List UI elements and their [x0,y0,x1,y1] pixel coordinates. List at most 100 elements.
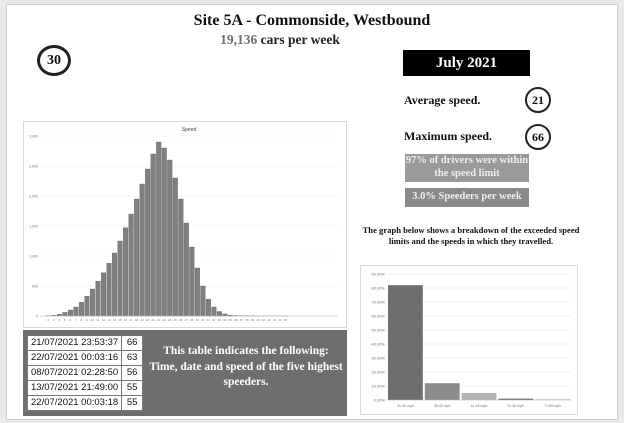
histogram-bar [216,311,222,317]
average-speed-value: 21 [525,87,551,113]
breakdown-bar [498,398,534,400]
x-tick-label: 40 [256,318,260,322]
cars-per-week: 19,136 cars per week [170,32,390,48]
x-tick-label: 4 [58,318,60,322]
x-tick-label: 41-45 mph [471,404,488,408]
x-tick-label: 11 [96,318,99,322]
histogram-bar [128,213,134,317]
speeder-speed: 66 [121,335,144,351]
x-tick-label: 31-35 mph [397,404,414,408]
x-tick-label: 71-80 mph [544,404,561,408]
histogram-bar [167,159,173,317]
x-tick-label: 25 [173,318,177,322]
page-title: Site 5A - Commonside, Westbound [193,12,431,29]
histogram-bar [161,147,167,317]
y-tick-label: 70.00% [371,300,385,305]
top-speeders-table: 21/07/2021 23:53:37 66 22/07/2021 00:03:16… [26,335,144,411]
table-row: 22/07/2021 00:03:18 55 [26,395,144,411]
table-row: 22/07/2021 00:03:16 63 [26,350,144,366]
x-tick-label: 35 [229,318,233,322]
histogram-bar [194,267,200,317]
x-tick-label: 32 [212,318,216,322]
x-tick-label: 51-60 mph [507,404,524,408]
x-tick-label: 36 [234,318,238,322]
x-tick-label: 14 [113,318,117,322]
y-tick-label: 2,000 [29,195,38,199]
histogram-bar [67,309,73,317]
speeder-datetime: 22/07/2021 00:03:16 [26,350,123,366]
cars-suffix: cars per week [257,32,340,47]
table-note: This table indicates the following: Time… [149,345,343,389]
x-tick-label: 41 [262,318,266,322]
y-tick-label: 2,500 [29,165,38,169]
histogram-bar [172,177,178,317]
x-tick-label: 44 [278,318,282,322]
maximum-speed-label: Maximum speed. [404,129,492,143]
y-tick-label: 1,000 [29,255,38,259]
histogram-bar [84,296,90,317]
histogram-bar [89,288,95,317]
x-tick-label: 6 [69,318,71,322]
histogram-bar [112,252,118,317]
histogram-bar [123,227,129,317]
y-tick-label: 30.00% [371,356,385,361]
x-tick-label: 8 [80,318,82,322]
x-tick-label: 37 [240,318,244,322]
histogram-bar [200,285,206,317]
histogram-bar [106,263,112,317]
speed-histogram-chart: Speed 0 500 1,000 1,500 2,000 2,500 3,000 2 3 4 5 6 7… [23,121,347,328]
histogram-bar [95,281,101,317]
x-tick-label: 36-40 mph [434,404,451,408]
exceeded-speed-svg: 0.00% 10.00% 20.00% 30.00% 40.00% 50.00% 60.00… [371,272,571,408]
y-tick-label: 500 [32,285,38,289]
y-tick-label: 20.00% [371,370,385,375]
speeder-datetime: 21/07/2021 23:53:37 [26,335,123,351]
speeder-datetime: 08/07/2021 02:28:50 [26,365,123,381]
x-tick-label: 31 [207,318,211,322]
histogram-bar [189,246,195,317]
x-tick-label: 33 [218,318,222,322]
x-tick-label: 34 [223,318,227,322]
y-tick-label: 60.00% [371,314,385,319]
chart-title: Speed [182,127,197,133]
y-tick-label: 90.00% [371,272,385,277]
x-tick-label: 22 [157,318,161,322]
x-tick-label: 39 [251,318,255,322]
x-tick-label: 28 [190,318,194,322]
x-tick-label: 24 [168,318,172,322]
x-tick-label: 17 [129,318,133,322]
histogram-bar [139,183,145,317]
table-row: 08/07/2021 02:28:50 56 [26,365,144,381]
histogram-bar [62,312,68,317]
histogram-bar [78,302,84,317]
speeder-speed: 63 [121,350,144,366]
histogram-bar [205,299,211,317]
histogram-bar [222,313,228,317]
x-tick-label: 42 [267,318,271,322]
x-tick-label: 30 [201,318,205,322]
x-tick-label: 3 [53,318,55,322]
histogram-bar [145,168,151,317]
y-tick-label: 50.00% [371,328,385,333]
exceeded-speed-chart: 0.00% 10.00% 20.00% 30.00% 40.00% 50.00% 60.00… [360,265,578,415]
speed-limit-sign: 30 [37,45,71,76]
cars-count: 19,136 [220,32,258,47]
histogram-bar [150,153,156,317]
speeder-datetime: 22/07/2021 00:03:18 [26,395,123,411]
histogram-bar [73,306,79,317]
y-tick-label: 80.00% [371,286,385,291]
x-tick-label: 15 [118,318,122,322]
x-tick-label: 23 [162,318,166,322]
x-tick-label: 7 [75,318,77,322]
breakdown-bar [388,285,423,400]
within-limit-box: 97% of drivers were within the speed lim… [405,154,529,182]
x-tick-label: 45 [284,318,288,322]
month-banner: July 2021 [403,50,530,76]
average-speed-label: Average speed. [404,93,481,107]
x-tick-label: 20 [146,318,150,322]
x-tick-label: 21 [151,318,155,322]
y-tick-label: 10.00% [371,384,385,389]
histogram-bar [211,306,217,317]
speeders-box: 3.0% Speeders per week [405,188,529,207]
speeder-speed: 55 [121,380,144,396]
